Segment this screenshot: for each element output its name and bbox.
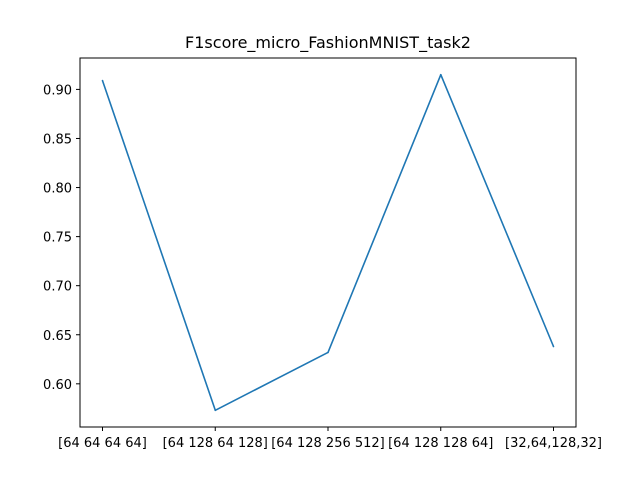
chart-title: F1score_micro_FashionMNIST_task2: [185, 33, 471, 53]
data-point: [327, 351, 329, 354]
x-tick-label: [64 64 64 64]: [58, 436, 147, 451]
y-tick-label: 0.80: [43, 182, 72, 197]
data-point: [101, 79, 104, 82]
y-tick-label: 0.85: [43, 132, 72, 147]
x-tick-label: [32,64,128,32]: [505, 436, 602, 451]
x-tick-label: [64 128 64 128]: [163, 436, 268, 451]
y-tick-label: 0.90: [43, 83, 72, 98]
data-point: [552, 345, 555, 348]
data-point: [439, 73, 442, 76]
x-tick-label: [64 128 128 64]: [388, 436, 493, 451]
y-tick-label: 0.65: [43, 329, 72, 344]
x-tick-label: [64 128 256 512]: [271, 436, 385, 451]
plot-frame: [79, 57, 577, 428]
y-tick-label: 0.60: [43, 378, 72, 393]
x-axis: [64 64 64 64] [64 128 64 128] [64 128 256 …: [58, 427, 602, 451]
data-point: [214, 409, 217, 412]
y-axis: 0.60 0.65 0.70 0.75 0.80 0.85 0.90: [43, 83, 80, 393]
y-tick-label: 0.70: [43, 280, 72, 295]
y-tick-label: 0.75: [43, 231, 72, 246]
series-layer: [101, 73, 555, 412]
